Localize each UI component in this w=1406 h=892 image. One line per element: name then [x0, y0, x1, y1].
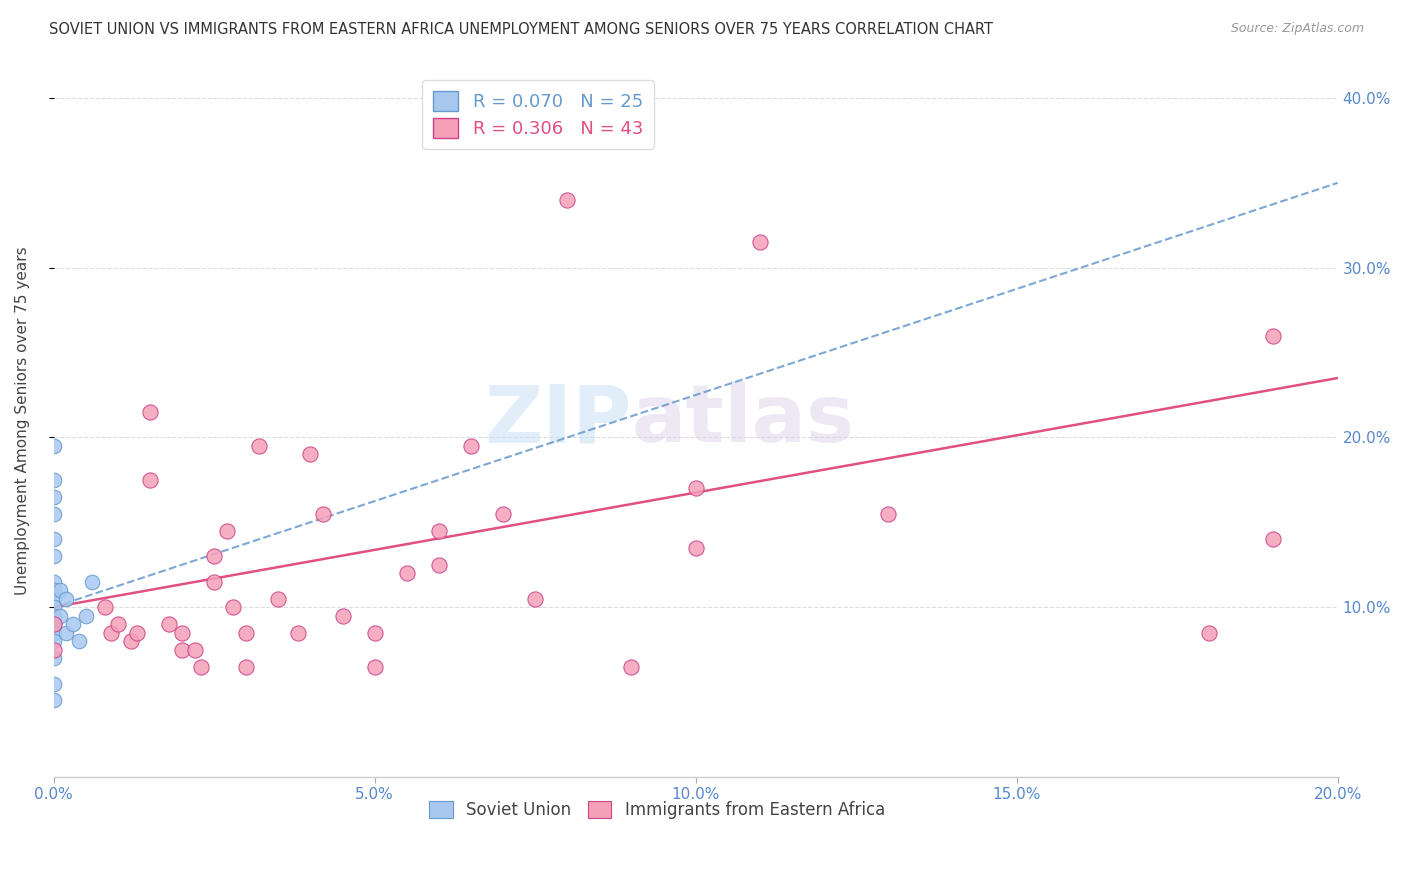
- Text: SOVIET UNION VS IMMIGRANTS FROM EASTERN AFRICA UNEMPLOYMENT AMONG SENIORS OVER 7: SOVIET UNION VS IMMIGRANTS FROM EASTERN …: [49, 22, 993, 37]
- Point: [427, 558, 450, 572]
- Point: [125, 625, 148, 640]
- Point: [1198, 625, 1220, 640]
- Point: [332, 608, 354, 623]
- Y-axis label: Unemployment Among Seniors over 75 years: Unemployment Among Seniors over 75 years: [15, 246, 30, 595]
- Point: [170, 625, 193, 640]
- Point: [685, 481, 707, 495]
- Point: [42, 549, 65, 564]
- Point: [202, 549, 225, 564]
- Point: [492, 507, 515, 521]
- Point: [363, 659, 385, 673]
- Point: [395, 566, 418, 581]
- Point: [42, 473, 65, 487]
- Point: [107, 617, 129, 632]
- Point: [267, 591, 290, 606]
- Point: [299, 447, 322, 461]
- Point: [247, 439, 270, 453]
- Point: [42, 625, 65, 640]
- Point: [42, 608, 65, 623]
- Point: [42, 617, 65, 632]
- Point: [235, 625, 257, 640]
- Point: [67, 634, 90, 648]
- Point: [157, 617, 180, 632]
- Point: [94, 600, 117, 615]
- Point: [42, 439, 65, 453]
- Point: [312, 507, 335, 521]
- Point: [363, 625, 385, 640]
- Point: [42, 634, 65, 648]
- Point: [877, 507, 900, 521]
- Point: [202, 574, 225, 589]
- Point: [42, 490, 65, 504]
- Point: [42, 693, 65, 707]
- Point: [1263, 533, 1285, 547]
- Text: Source: ZipAtlas.com: Source: ZipAtlas.com: [1230, 22, 1364, 36]
- Point: [748, 235, 770, 250]
- Point: [42, 676, 65, 690]
- Point: [555, 193, 578, 207]
- Point: [524, 591, 547, 606]
- Point: [42, 600, 65, 615]
- Point: [139, 405, 162, 419]
- Point: [685, 541, 707, 555]
- Point: [62, 617, 84, 632]
- Point: [170, 642, 193, 657]
- Point: [120, 634, 142, 648]
- Point: [1263, 328, 1285, 343]
- Point: [55, 591, 77, 606]
- Legend: Soviet Union, Immigrants from Eastern Africa: Soviet Union, Immigrants from Eastern Af…: [423, 794, 891, 826]
- Point: [49, 608, 72, 623]
- Point: [222, 600, 245, 615]
- Point: [100, 625, 122, 640]
- Point: [55, 625, 77, 640]
- Point: [427, 524, 450, 538]
- Point: [460, 439, 482, 453]
- Point: [42, 642, 65, 657]
- Point: [82, 574, 104, 589]
- Text: ZIP: ZIP: [484, 382, 631, 459]
- Point: [42, 591, 65, 606]
- Point: [42, 507, 65, 521]
- Point: [42, 651, 65, 665]
- Point: [235, 659, 257, 673]
- Point: [42, 574, 65, 589]
- Point: [620, 659, 643, 673]
- Text: atlas: atlas: [631, 382, 855, 459]
- Point: [139, 473, 162, 487]
- Point: [49, 583, 72, 598]
- Point: [42, 617, 65, 632]
- Point: [42, 533, 65, 547]
- Point: [190, 659, 212, 673]
- Point: [215, 524, 238, 538]
- Point: [75, 608, 97, 623]
- Point: [287, 625, 309, 640]
- Point: [42, 583, 65, 598]
- Point: [184, 642, 207, 657]
